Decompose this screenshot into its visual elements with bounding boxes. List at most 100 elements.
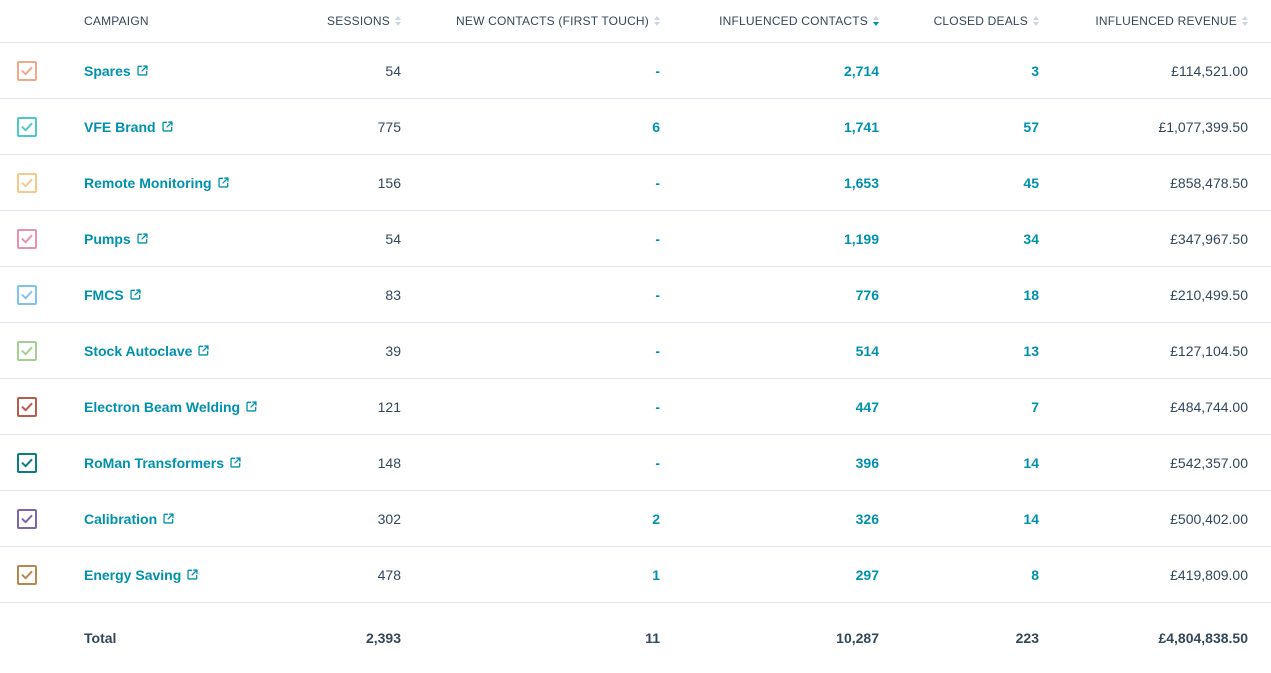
sort-icon[interactable]: [1033, 16, 1039, 26]
table-row: Spares 54 - 2,714 3 £114,521.00: [0, 43, 1271, 99]
influenced-contacts-cell[interactable]: 1,741: [843, 118, 879, 135]
influenced-contacts-cell[interactable]: 514: [855, 342, 879, 359]
campaign-link[interactable]: Stock Autoclave: [84, 342, 193, 359]
sessions-cell: 83: [385, 286, 401, 303]
table-body: Spares 54 - 2,714 3 £114,521.00 VFE Bran…: [0, 43, 1271, 603]
influenced-contacts-cell[interactable]: 447: [855, 398, 879, 415]
influenced-contacts-cell[interactable]: 1,199: [843, 230, 879, 247]
column-header-influenced-contacts[interactable]: INFLUENCED CONTACTS: [669, 0, 879, 42]
row-checkbox[interactable]: [17, 564, 37, 585]
influenced-contacts-cell[interactable]: 297: [855, 566, 879, 583]
sort-icon[interactable]: [654, 16, 660, 26]
closed-deals-cell[interactable]: 3: [1031, 62, 1039, 79]
check-icon: [21, 458, 33, 467]
closed-deals-cell[interactable]: 7: [1031, 398, 1039, 415]
row-checkbox[interactable]: [17, 396, 37, 417]
column-header-closed-deals[interactable]: CLOSED DEALS: [889, 0, 1039, 42]
row-checkbox[interactable]: [17, 452, 37, 473]
check-icon: [21, 66, 33, 75]
total-closed-deals: 223: [1015, 630, 1039, 646]
closed-deals-cell[interactable]: 45: [1023, 174, 1039, 191]
external-link-icon[interactable]: [229, 456, 242, 469]
external-link-icon[interactable]: [136, 64, 149, 77]
closed-deals-cell[interactable]: 8: [1031, 566, 1039, 583]
new-contacts-cell[interactable]: 2: [652, 510, 660, 527]
sort-icon[interactable]: [395, 16, 401, 26]
campaign-name-cell: Energy Saving: [84, 547, 314, 602]
column-header-sessions[interactable]: SESSIONS: [241, 0, 401, 42]
sessions-cell: 478: [377, 566, 401, 583]
row-checkbox[interactable]: [17, 284, 37, 305]
new-contacts-cell[interactable]: -: [655, 342, 660, 359]
external-link-icon[interactable]: [245, 400, 258, 413]
external-link-icon[interactable]: [217, 176, 230, 189]
sort-icon[interactable]: [1242, 16, 1248, 26]
check-icon: [21, 234, 33, 243]
influenced-contacts-cell[interactable]: 776: [855, 286, 879, 303]
campaign-name-cell: RoMan Transformers: [84, 435, 314, 490]
column-header-campaign[interactable]: CAMPAIGN: [84, 14, 149, 28]
external-link-icon[interactable]: [162, 512, 175, 525]
total-row: Total 2,393 11 10,287 223 £4,804,838.50: [0, 603, 1271, 673]
influenced-contacts-cell[interactable]: 1,653: [843, 174, 879, 191]
row-checkbox[interactable]: [17, 60, 37, 81]
row-checkbox-cell: [17, 323, 39, 378]
closed-deals-cell[interactable]: 14: [1023, 510, 1039, 527]
closed-deals-cell[interactable]: 13: [1023, 342, 1039, 359]
external-link-icon[interactable]: [186, 568, 199, 581]
closed-deals-cell[interactable]: 57: [1023, 118, 1039, 135]
sessions-cell: 302: [377, 510, 401, 527]
campaign-name-cell: Spares: [84, 43, 314, 98]
influenced-contacts-cell[interactable]: 396: [855, 454, 879, 471]
campaign-link[interactable]: FMCS: [84, 286, 124, 303]
row-checkbox-cell: [17, 155, 39, 210]
external-link-icon[interactable]: [161, 120, 174, 133]
column-header-influenced-revenue[interactable]: INFLUENCED REVENUE: [1048, 0, 1248, 42]
row-checkbox[interactable]: [17, 228, 37, 249]
campaign-link[interactable]: Pumps: [84, 230, 131, 247]
row-checkbox[interactable]: [17, 340, 37, 361]
row-checkbox[interactable]: [17, 172, 37, 193]
campaign-name-cell: FMCS: [84, 267, 314, 322]
new-contacts-cell[interactable]: -: [655, 286, 660, 303]
campaign-link[interactable]: Spares: [84, 62, 131, 79]
campaign-name-cell: VFE Brand: [84, 99, 314, 154]
external-link-icon[interactable]: [129, 288, 142, 301]
influenced-revenue-cell: £419,809.00: [1170, 566, 1248, 583]
campaign-link[interactable]: Electron Beam Welding: [84, 398, 241, 415]
campaign-link[interactable]: RoMan Transformers: [84, 454, 225, 471]
campaign-link[interactable]: Calibration: [84, 510, 158, 527]
new-contacts-cell[interactable]: -: [655, 174, 660, 191]
new-contacts-cell[interactable]: 1: [652, 566, 660, 583]
closed-deals-cell[interactable]: 18: [1023, 286, 1039, 303]
campaign-link[interactable]: Remote Monitoring: [84, 174, 212, 191]
external-link-icon[interactable]: [136, 232, 149, 245]
influenced-revenue-cell: £210,499.50: [1170, 286, 1248, 303]
row-checkbox-cell: [17, 267, 39, 322]
new-contacts-cell[interactable]: 6: [652, 118, 660, 135]
total-label: Total: [84, 630, 117, 646]
influenced-contacts-cell[interactable]: 2,714: [843, 62, 879, 79]
closed-deals-cell[interactable]: 34: [1023, 230, 1039, 247]
influenced-revenue-cell: £500,402.00: [1170, 510, 1248, 527]
row-checkbox[interactable]: [17, 116, 37, 137]
column-header-new-contacts[interactable]: NEW CONTACTS (FIRST TOUCH): [400, 0, 660, 42]
influenced-revenue-cell: £127,104.50: [1170, 342, 1248, 359]
new-contacts-cell[interactable]: -: [655, 62, 660, 79]
table-row: Electron Beam Welding 121 - 447 7 £484,7…: [0, 379, 1271, 435]
new-contacts-cell[interactable]: -: [655, 454, 660, 471]
row-checkbox[interactable]: [17, 508, 37, 529]
influenced-contacts-cell[interactable]: 326: [855, 510, 879, 527]
closed-deals-cell[interactable]: 14: [1023, 454, 1039, 471]
sort-desc-icon[interactable]: [873, 16, 879, 26]
campaign-link[interactable]: Energy Saving: [84, 566, 182, 583]
sessions-cell: 39: [385, 342, 401, 359]
external-link-icon[interactable]: [197, 344, 210, 357]
new-contacts-cell[interactable]: -: [655, 230, 660, 247]
new-contacts-cell[interactable]: -: [655, 398, 660, 415]
campaign-name-cell: Pumps: [84, 211, 314, 266]
table-row: Remote Monitoring 156 - 1,653 45 £858,47…: [0, 155, 1271, 211]
influenced-revenue-cell: £347,967.50: [1170, 230, 1248, 247]
campaign-link[interactable]: VFE Brand: [84, 118, 156, 135]
